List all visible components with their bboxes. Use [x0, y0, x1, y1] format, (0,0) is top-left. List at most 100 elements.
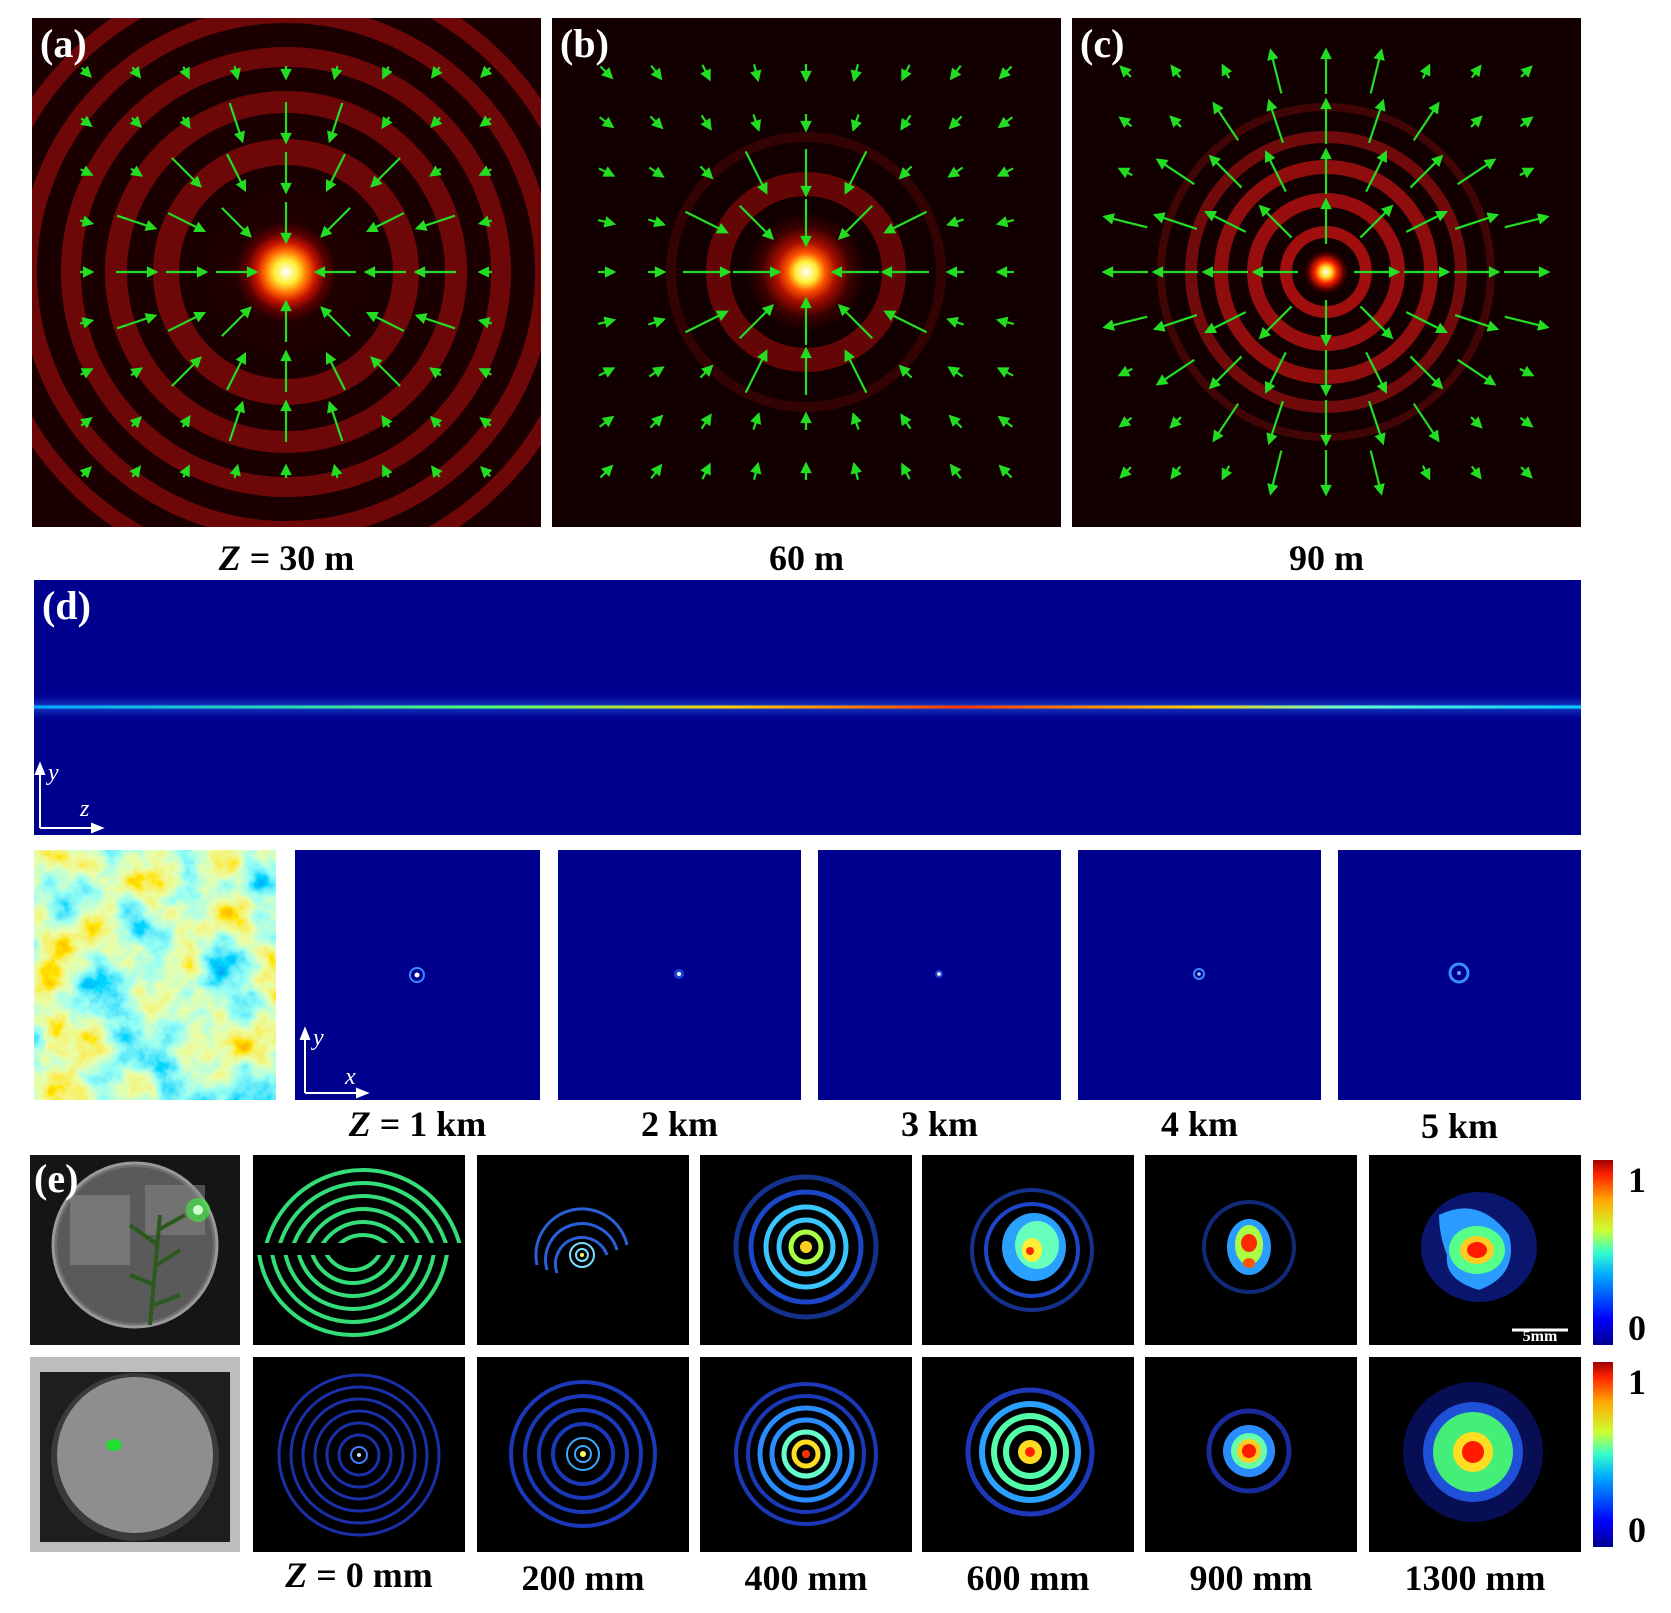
field-a-arrowhead [327, 130, 339, 144]
field-a-arrowhead [235, 179, 247, 193]
field-b-arrowhead [947, 166, 961, 178]
field-a-arrowhead [193, 221, 207, 233]
field-a-arrowhead [479, 115, 492, 128]
field-a-arrowhead [477, 266, 490, 278]
field-c-arrowhead [1470, 416, 1483, 429]
field-b-arrowhead [651, 166, 665, 178]
field-c-arrowhead [1117, 365, 1131, 377]
field-c-arrowhead [1431, 377, 1444, 390]
field-a-arrowhead [146, 266, 159, 278]
field-c-arrowhead [1258, 327, 1271, 340]
colorbar-bottom-max: 1 [1628, 1362, 1646, 1402]
field-c-arrowhead [1320, 334, 1332, 347]
field-a-arrowhead [370, 175, 383, 188]
field-a-arrowhead [280, 132, 292, 145]
field-a-arrowhead [381, 414, 393, 428]
field-a-arrowhead [235, 351, 247, 365]
field-a-arrowhead [81, 317, 95, 329]
panel-b-plot [552, 18, 1061, 527]
colorbar-top-max: 1 [1628, 1160, 1646, 1200]
field-c-arrowhead [1381, 327, 1394, 340]
panel-d-label: (d) [42, 583, 91, 628]
colorbar-bottom-min: 0 [1628, 1510, 1646, 1550]
field-b-arrowhead [761, 227, 775, 241]
field-a-arrowhead [129, 115, 142, 128]
caption-1km-z: Z [348, 1104, 371, 1144]
field-c-arrowhead [1434, 322, 1448, 333]
field-a-arrowhead [430, 416, 443, 429]
field-a-arrowhead [428, 367, 442, 379]
field-c-arrowhead [1470, 115, 1483, 128]
field-a-arrowhead [313, 266, 326, 278]
field-b-arrowhead [995, 266, 1008, 278]
field-c-arrowhead [1266, 432, 1278, 446]
field-a-arrowhead [430, 115, 443, 128]
caption-4km: 4 km [1078, 1106, 1321, 1142]
field-b-arrowhead [601, 415, 615, 428]
field-c-arrowhead [1265, 380, 1276, 394]
field-c-arrowhead [1520, 65, 1533, 78]
field-b-arrowhead [996, 166, 1010, 177]
field-a-arrowhead [189, 175, 202, 188]
panel-d-axis-y: y [46, 760, 59, 786]
caption-3km: 3 km [818, 1106, 1061, 1142]
field-b-arrowhead [603, 316, 617, 328]
exp-bot-400mm [700, 1357, 912, 1552]
field-c-arrowhead [1204, 211, 1218, 222]
exp-bot-1300mm [1369, 1357, 1581, 1552]
field-a-arrowhead [280, 299, 292, 312]
field-b-arrowhead [800, 461, 812, 474]
field-a-arrowhead [233, 130, 245, 144]
field-c-arrowhead [1376, 380, 1387, 394]
field-b-arrowhead [844, 349, 855, 363]
caption-4km-value: 4 km [1160, 1104, 1238, 1144]
field-b-arrowhead [715, 310, 729, 321]
field-a-arrowhead [363, 266, 376, 278]
caption-b-value: 60 m [769, 538, 844, 578]
field-c-arrowhead [1221, 63, 1233, 77]
field-c-arrowhead [1118, 416, 1132, 428]
field-a-arrowhead [280, 463, 292, 476]
field-a-arrowhead [430, 66, 443, 79]
field-b-arrowhead [700, 117, 712, 131]
field-a-arrowhead [130, 165, 144, 177]
caption-1km-value: = 1 km [370, 1104, 487, 1144]
field-b-arrowhead [769, 266, 782, 278]
field-c-arrowhead [1537, 213, 1550, 225]
field-c-arrowhead [1521, 167, 1535, 179]
field-c-arrowhead [1520, 466, 1533, 479]
field-b-arrowhead [948, 117, 961, 130]
panel-1km: y x [295, 850, 540, 1100]
caption-600mm: 600 mm [922, 1560, 1134, 1596]
field-a-arrowhead [130, 367, 144, 379]
field-c-arrowhead [1212, 429, 1224, 443]
field-c-arrowhead [1521, 365, 1535, 377]
panel-2km [558, 850, 801, 1100]
field-a-arrowhead [233, 400, 245, 414]
field-c-arrowhead [1483, 374, 1497, 386]
field-a-arrowhead [82, 266, 95, 278]
field-a-arrowhead [477, 317, 491, 329]
field-a-arrowhead [477, 215, 491, 227]
field-b-arrowhead [945, 266, 958, 278]
caption-2km-value: 2 km [640, 1104, 718, 1144]
field-a-arrowhead [144, 313, 158, 325]
field-c-arrowhead [1201, 266, 1214, 278]
field-b-arrowhead [700, 68, 711, 82]
field-c-arrowhead [1520, 416, 1534, 428]
panel-5km [1338, 850, 1581, 1100]
field-c-arrowhead [1155, 158, 1169, 170]
panel-4km [1078, 850, 1321, 1100]
field-b-arrowhead [800, 346, 812, 359]
field-b-arrowhead [761, 303, 775, 317]
panel-b: (b) [552, 18, 1061, 527]
field-c-arrowhead [1267, 483, 1279, 496]
field-c-arrowhead [1486, 212, 1500, 224]
field-b-arrowhead [700, 462, 711, 476]
panel-c-label: (c) [1080, 21, 1125, 66]
field-b-arrowhead [800, 411, 812, 424]
field-b-arrowhead [757, 181, 768, 195]
field-c-arrowhead [1208, 377, 1221, 390]
field-a-arrowhead [80, 416, 93, 429]
panel-a-label: (a) [40, 21, 87, 66]
